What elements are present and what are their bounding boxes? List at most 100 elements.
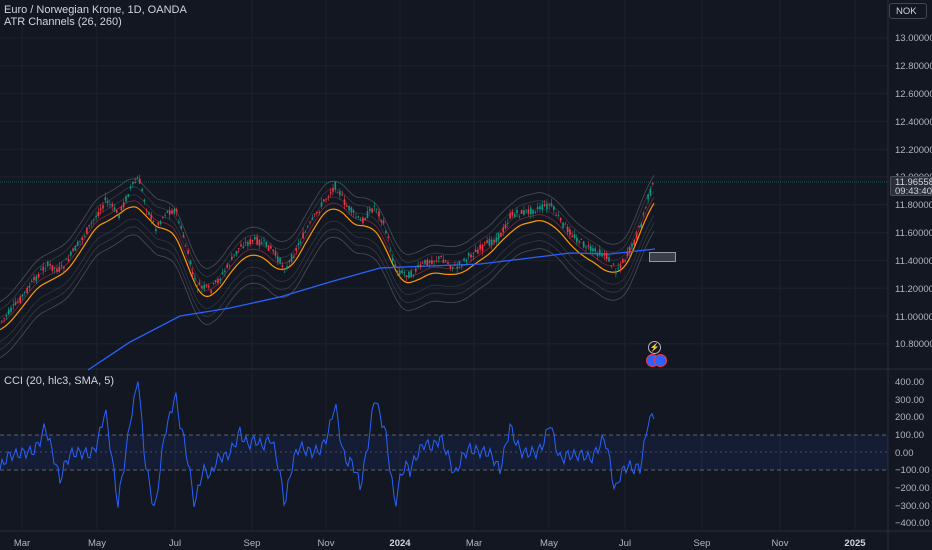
candle-body: [594, 248, 596, 252]
candle-body: [24, 291, 26, 293]
candle-body: [113, 207, 116, 212]
candle-body: [83, 235, 86, 237]
candle-body: [3, 317, 5, 319]
sma-260-line: [87, 248, 656, 371]
atr-channel-band: [0, 197, 655, 325]
candle-body: [645, 207, 647, 208]
candle-body: [463, 258, 465, 261]
candle-body: [371, 208, 373, 213]
time-label: May: [88, 538, 106, 549]
candle-body: [373, 205, 376, 207]
price-level: 11.60000: [895, 228, 932, 239]
candle-body: [346, 205, 348, 207]
cci-level: 0.00: [895, 448, 914, 459]
time-label: Jul: [618, 538, 632, 549]
candle-body: [375, 208, 378, 210]
candle-body: [431, 260, 433, 265]
currency-selector-button[interactable]: NOK: [889, 3, 927, 19]
candle-body: [240, 244, 242, 247]
candle-body: [44, 268, 47, 270]
candle-body: [56, 268, 58, 272]
candle-body: [504, 224, 507, 229]
candle-body: [129, 186, 132, 189]
candle-body: [447, 262, 449, 265]
candle-body: [237, 248, 240, 249]
lightning-icon[interactable]: ⚡: [648, 341, 661, 354]
candle-body: [28, 286, 31, 288]
candle-body: [33, 277, 35, 281]
time-label: Mar: [13, 538, 31, 549]
candle-body: [633, 239, 636, 245]
candle-body: [605, 253, 608, 259]
candle-body: [122, 202, 125, 208]
candle-body: [392, 258, 394, 261]
drawing-rectangle[interactable]: [649, 252, 676, 262]
candle-body: [74, 245, 77, 251]
candle-body: [486, 240, 488, 243]
cci-band: [0, 435, 888, 470]
candle-body: [70, 251, 72, 256]
candle-body: [40, 269, 42, 271]
candle-body: [152, 221, 155, 222]
candle-body: [424, 259, 426, 264]
candle-body: [472, 256, 475, 257]
price-level: 12.80000: [895, 61, 932, 72]
candle-body: [481, 244, 484, 251]
candle-body: [649, 188, 652, 196]
candle-body: [254, 237, 256, 240]
atr-channel-band: [0, 183, 655, 311]
candle-body: [295, 247, 297, 251]
candle-body: [343, 199, 346, 206]
atr-channels-legend[interactable]: ATR Channels (26, 260): [4, 16, 122, 28]
candle-body: [456, 266, 458, 269]
candle-body: [601, 254, 603, 257]
candle-body: [548, 204, 550, 206]
candle-body: [380, 220, 383, 223]
candle-body: [582, 241, 585, 248]
candle-body: [1, 320, 3, 322]
symbol-title[interactable]: Euro / Norwegian Krone, 1D, OANDA: [4, 4, 187, 16]
cci-level: −100.00: [895, 465, 930, 476]
candle-body: [53, 267, 56, 269]
candle-body: [290, 254, 293, 262]
candle-body: [316, 211, 318, 214]
event-flags-icon[interactable]: [646, 354, 668, 367]
candle-body: [543, 203, 546, 206]
candle-body: [465, 259, 468, 262]
price-level: 12.20000: [895, 145, 932, 156]
candle-body: [251, 239, 254, 243]
candle-body: [474, 249, 477, 252]
cci-line: [0, 381, 655, 508]
candle-body: [550, 203, 553, 207]
candle-body: [419, 264, 422, 268]
cci-legend[interactable]: CCI (20, hlc3, SMA, 5): [4, 375, 115, 387]
candle-body: [63, 266, 65, 269]
candle-body: [265, 241, 268, 247]
candle-body: [527, 209, 530, 214]
candle-body: [619, 264, 622, 268]
candle-body: [97, 212, 100, 217]
candle-body: [93, 219, 95, 221]
time-label: Jul: [168, 538, 182, 549]
candle-body: [302, 232, 304, 239]
candle-body: [235, 250, 238, 255]
candle-body: [642, 212, 645, 215]
time-label: Nov: [771, 538, 789, 549]
candle-body: [442, 259, 445, 263]
candle-body: [530, 207, 532, 215]
candle-body: [272, 249, 274, 252]
candle-body: [26, 287, 28, 294]
candle-body: [95, 216, 97, 218]
candle-body: [534, 211, 537, 213]
candle-body: [148, 211, 150, 215]
candle-body: [279, 257, 281, 264]
candle-body: [244, 241, 247, 243]
candle-body: [559, 217, 562, 221]
candle-body: [615, 271, 617, 274]
candle-body: [364, 218, 366, 221]
candle-body: [555, 214, 557, 216]
candle-body: [260, 242, 263, 245]
time-label-year: 2025: [844, 538, 866, 549]
candle-body: [17, 301, 19, 303]
